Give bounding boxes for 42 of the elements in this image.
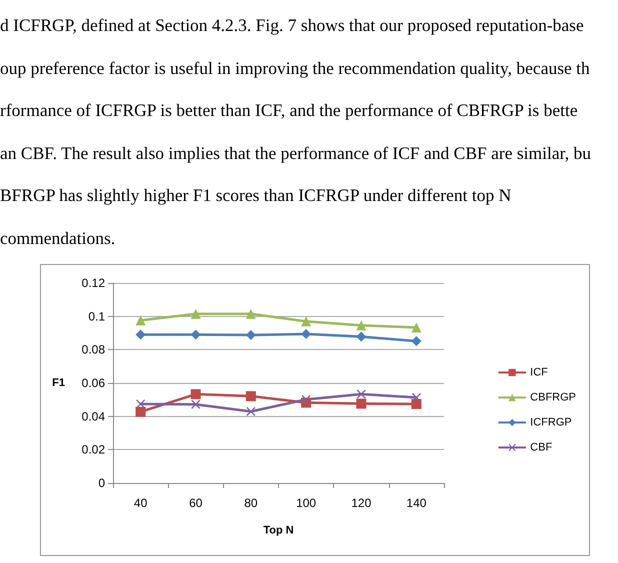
point [411, 399, 422, 409]
point [136, 330, 146, 340]
x-tick-label: 80 [244, 496, 258, 510]
point [356, 398, 366, 409]
point [136, 406, 146, 417]
y-tick-label: 0.02 [82, 442, 106, 457]
point [190, 389, 201, 400]
y-tick-label: 0.06 [82, 376, 106, 390]
text: commendations. [0, 226, 116, 250]
y-tick-label: 0.12 [82, 276, 106, 290]
text: BFRGP has slightly higher F1 scores than ICFRGP under different top N [0, 184, 512, 207]
x-tick-label: 140 [406, 496, 427, 510]
point [136, 315, 146, 326]
point [190, 308, 201, 319]
point [356, 320, 366, 330]
point [246, 330, 256, 340]
text: an CBF. The result also implies that the performance of ICF and CBF are similar, bu [0, 142, 592, 165]
x-tick-label: 60 [189, 496, 203, 510]
legend-label: CBFRGP [530, 392, 576, 404]
text: oup preference factor is useful in improving the recommendation quality, because th [0, 56, 591, 80]
x-tick-label: 40 [134, 496, 148, 510]
point [411, 322, 422, 332]
y-tick-label: 0 [98, 476, 106, 490]
point [246, 391, 256, 402]
point [301, 329, 312, 339]
point [301, 316, 312, 326]
point [356, 332, 366, 342]
y-tick-label: 0.08 [82, 342, 106, 357]
point [190, 330, 201, 340]
y-tick-label: 0.04 [82, 409, 106, 424]
x-tick-label: 100 [296, 496, 316, 510]
legend-label: CBF [530, 442, 552, 454]
x-tick-label: 120 [351, 496, 372, 510]
point [246, 308, 256, 319]
x-axis-title: Top N [263, 524, 294, 536]
legend-label: ICFRGP [530, 416, 572, 428]
y-axis-title: F1 [52, 377, 65, 389]
y-tick-label: 0.1 [88, 309, 106, 324]
legend-label: ICF [530, 366, 548, 378]
point [411, 336, 422, 346]
text: rformance of ICFRGP is better than ICF, and the performance of CBFRGP is bette [0, 99, 579, 122]
text: d ICFRGP, defined at Section 4.2.3. Fig. 7 shows that our proposed reputation-base [0, 14, 585, 37]
